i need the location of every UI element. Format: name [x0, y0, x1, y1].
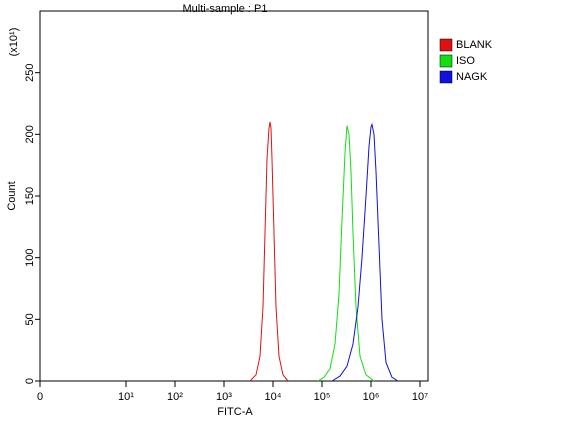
legend-label: NAGK	[456, 71, 488, 83]
y-tick-label: 0	[24, 378, 36, 384]
x-tick-label: 10²	[167, 391, 183, 403]
y-tick-label: 100	[24, 248, 36, 266]
x-tick-label: 0	[37, 391, 43, 403]
x-tick-label: 10⁴	[265, 391, 282, 403]
histogram-line	[317, 125, 375, 382]
y-tick-label: 50	[24, 313, 36, 325]
y-multiplier: (x10¹)	[8, 28, 20, 57]
y-tick-label: 200	[24, 125, 36, 143]
x-tick-label: 10⁷	[412, 391, 428, 403]
plot-frame	[39, 10, 429, 382]
legend-swatch	[439, 70, 453, 84]
y-axis-label: Count	[6, 181, 18, 210]
legend-swatch	[439, 38, 453, 52]
y-tick-label: 250	[24, 63, 36, 81]
histogram-line	[331, 122, 399, 382]
x-tick-label: 10¹	[118, 391, 134, 403]
x-tick-label: 10⁵	[314, 391, 331, 403]
legend-label: BLANK	[456, 39, 493, 51]
legend-label: ISO	[456, 55, 475, 67]
x-axis-label: FITC-A	[217, 406, 253, 418]
y-tick-label: 150	[24, 187, 36, 205]
chart-title: Multi-sample : P1	[183, 3, 268, 15]
x-tick-label: 10³	[216, 391, 232, 403]
x-tick-label: 10⁶	[363, 391, 380, 403]
histogram-line	[249, 121, 289, 382]
legend-swatch	[439, 54, 453, 68]
